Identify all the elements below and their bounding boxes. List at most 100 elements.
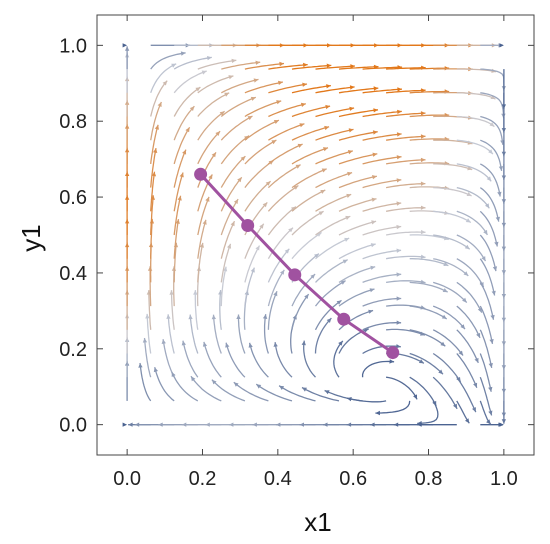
stream-line <box>456 376 477 413</box>
stream-arrowhead <box>474 357 479 363</box>
stream-arrowhead <box>171 372 176 377</box>
stream-arrowhead <box>370 422 375 427</box>
stream-arrowhead <box>195 87 201 92</box>
stream-line <box>479 353 492 392</box>
stream-line <box>173 56 212 70</box>
stream-line <box>385 207 426 212</box>
stream-arrowhead <box>442 288 448 293</box>
stream-line <box>409 138 450 141</box>
stream-line <box>456 305 481 339</box>
stream-line <box>220 198 239 236</box>
stream-line <box>255 383 293 402</box>
stream-line <box>150 218 153 259</box>
stream-line <box>220 243 232 283</box>
stream-arrowhead <box>324 390 330 395</box>
stream-line <box>197 196 210 236</box>
stream-arrowhead <box>492 266 498 272</box>
trajectory-point <box>337 312 351 326</box>
stream-arrowhead <box>501 294 506 299</box>
stream-line <box>338 87 379 94</box>
stream-line <box>433 163 473 171</box>
trajectory-line <box>199 173 394 354</box>
stream-line <box>432 376 458 410</box>
stream-arrowhead <box>485 203 490 209</box>
stream-arrowhead <box>324 125 330 131</box>
stream-line <box>385 159 426 165</box>
stream-arrowhead <box>228 75 234 80</box>
y-tick-label: 0.2 <box>59 339 87 361</box>
stream-line <box>173 195 182 236</box>
stream-line <box>173 242 178 283</box>
stream-arrowhead <box>458 350 463 356</box>
y-tick-label: 1.0 <box>59 35 87 57</box>
stream-line <box>480 115 504 145</box>
stream-line <box>362 202 402 212</box>
stream-line <box>456 234 487 262</box>
stream-line <box>267 269 285 307</box>
stream-arrowhead <box>501 388 506 394</box>
stream-arrowhead <box>453 403 458 409</box>
stream-line <box>267 164 301 189</box>
stream-line <box>220 220 236 259</box>
stream-arrowhead <box>253 78 259 83</box>
stream-line <box>315 215 351 236</box>
stream-arrowhead <box>205 196 210 202</box>
stream-arrowhead <box>488 410 493 416</box>
stream-arrowhead <box>321 168 327 173</box>
trajectory <box>194 167 400 360</box>
stream-line <box>433 258 469 277</box>
stream-line <box>409 281 448 293</box>
stream-line <box>456 258 485 288</box>
stream-line <box>315 237 350 260</box>
stream-line <box>268 123 305 141</box>
stream-line <box>244 267 256 307</box>
x-tick-label: 1.0 <box>490 468 518 490</box>
stream-line <box>197 92 230 117</box>
stream-arrowhead <box>202 341 208 347</box>
stream-line <box>268 83 308 94</box>
stream-line <box>456 92 496 100</box>
stream-arrowhead <box>344 237 350 242</box>
stream-arrowhead <box>396 320 402 325</box>
stream-arrowhead <box>142 338 148 343</box>
stream-line <box>173 86 201 117</box>
stream-line <box>221 61 261 70</box>
stream-line <box>211 379 246 402</box>
trajectory-point <box>194 167 208 181</box>
stream-arrowhead <box>211 314 216 320</box>
stream-line <box>197 152 217 188</box>
stream-arrowhead <box>180 51 186 56</box>
stream-arrowhead <box>166 314 171 319</box>
stream-line <box>386 376 418 400</box>
stream-line <box>220 176 243 212</box>
stream-line <box>267 290 278 330</box>
stream-arrowhead <box>486 176 492 182</box>
stream-arrowhead <box>350 64 355 69</box>
stream-arrowhead <box>420 111 426 116</box>
stream-arrowhead <box>318 211 324 216</box>
stream-arrowhead <box>191 376 196 382</box>
stream-arrowhead <box>396 155 402 160</box>
plot-frame <box>96 14 535 456</box>
stream-line <box>456 115 495 128</box>
x-tick-label: 0.0 <box>113 468 141 490</box>
x-tick-label: 0.2 <box>189 468 217 490</box>
stream-line <box>409 352 444 375</box>
stream-line <box>362 249 402 260</box>
stream-arrowhead <box>284 248 290 254</box>
stream-arrowhead <box>472 407 476 413</box>
stream-arrowhead <box>483 229 488 235</box>
stream-arrowhead <box>171 63 177 68</box>
stream-line <box>456 163 492 182</box>
stream-arrowhead <box>486 419 491 425</box>
stream-arrowhead <box>244 135 249 141</box>
stream-arrowhead <box>418 359 424 364</box>
stream-arrowhead <box>301 340 306 346</box>
stream-line <box>338 175 378 189</box>
stream-arrowhead <box>346 397 352 402</box>
stream-arrowhead <box>346 422 352 427</box>
stream-line <box>291 64 332 70</box>
stream-line <box>386 280 426 284</box>
stream-arrowhead <box>438 369 443 375</box>
stream-line <box>189 314 199 354</box>
